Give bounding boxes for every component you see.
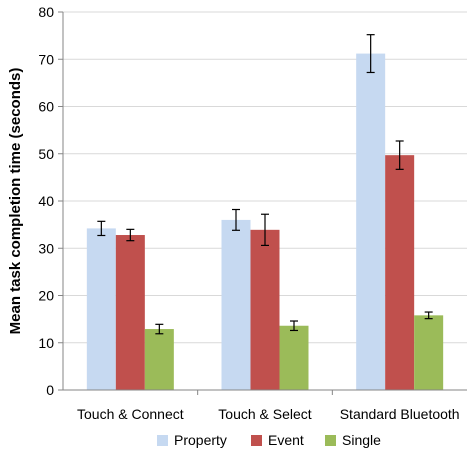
y-axis-title: Mean task completion time (seconds) <box>7 68 24 335</box>
bar-event <box>385 155 415 390</box>
legend-swatch-property <box>157 435 168 446</box>
bar-event <box>250 229 280 390</box>
y-tick-label: 40 <box>38 193 54 209</box>
y-tick-label: 70 <box>38 51 54 67</box>
bar-property <box>221 219 251 390</box>
bar-single <box>414 315 444 390</box>
x-category-label: Touch & Connect <box>77 406 184 422</box>
x-category-label: Touch & Select <box>218 406 311 422</box>
bar-event <box>115 235 145 390</box>
y-tick-label: 60 <box>38 99 54 115</box>
bars <box>86 53 444 391</box>
x-category-label: Standard Bluetooth <box>340 406 460 422</box>
axes <box>58 11 467 395</box>
legend-swatch-event <box>251 435 262 446</box>
legend-label: Event <box>268 432 304 448</box>
bar-single <box>279 325 309 390</box>
y-tick-label: 50 <box>38 146 54 162</box>
legend-label: Property <box>174 432 227 448</box>
bar-property <box>356 53 386 391</box>
y-tick-label: 10 <box>38 335 54 351</box>
axis-labels: Mean task completion time (seconds) 0 10 2… <box>7 4 460 422</box>
legend-label: Single <box>342 432 381 448</box>
y-tick-label: 20 <box>38 288 54 304</box>
y-tick-label: 0 <box>46 382 54 398</box>
bar-single <box>144 329 174 390</box>
y-tick-label: 80 <box>38 4 54 20</box>
y-tick-label: 30 <box>38 240 54 256</box>
error-bars <box>97 34 433 335</box>
bar-property <box>86 228 116 390</box>
legend-swatch-single <box>325 435 336 446</box>
legend: Property Event Single <box>157 432 381 448</box>
